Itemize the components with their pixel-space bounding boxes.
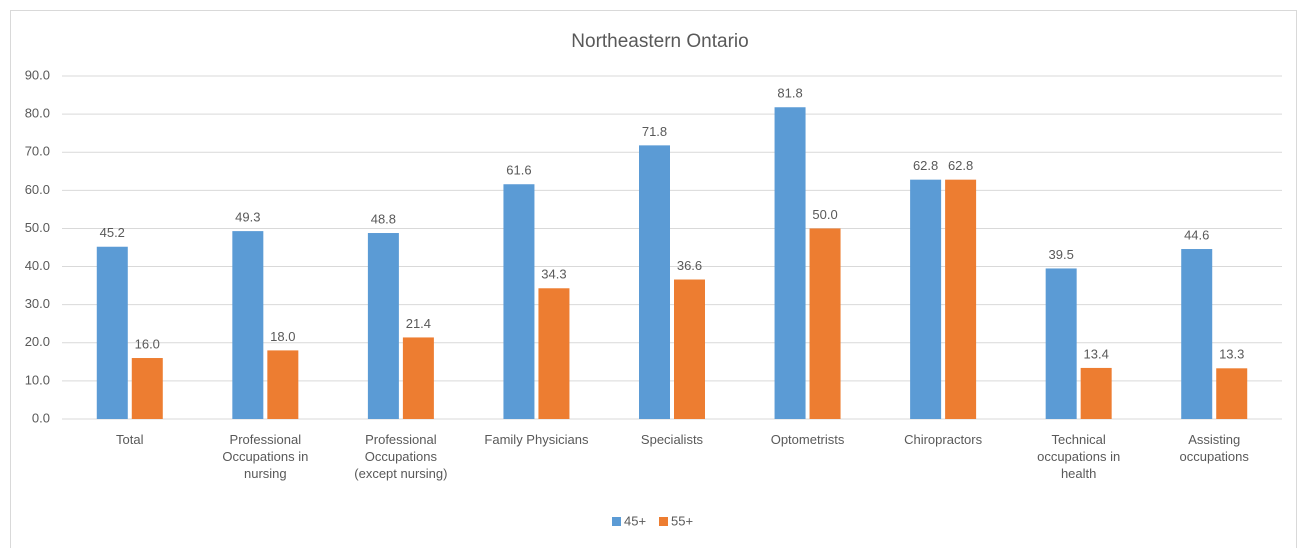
x-tick-label: Professional Occupations (except nursing… — [354, 432, 448, 481]
data-label: 36.6 — [677, 258, 702, 273]
legend-swatch — [659, 517, 668, 526]
data-label: 71.8 — [642, 124, 667, 139]
bar — [503, 184, 535, 419]
x-tick-label: Family Physicians — [484, 432, 589, 447]
bar — [538, 288, 570, 419]
x-tick-label: Assisting occupations — [1179, 432, 1249, 464]
data-label: 16.0 — [135, 336, 160, 351]
data-label: 45.2 — [100, 225, 125, 240]
chart-title: Northeastern Ontario — [571, 31, 748, 52]
y-tick-label: 80.0 — [25, 106, 50, 121]
data-label: 61.6 — [506, 163, 531, 178]
y-tick-label: 90.0 — [25, 67, 50, 82]
bar — [809, 228, 841, 419]
x-tick-label: Professional Occupations in nursing — [222, 432, 309, 481]
data-label: 48.8 — [371, 211, 396, 226]
bar — [1181, 249, 1213, 419]
x-tick-label: Total — [116, 432, 144, 447]
legend-swatch — [612, 517, 621, 526]
data-label: 62.8 — [913, 158, 938, 173]
bar — [131, 358, 163, 419]
data-label: 34.3 — [541, 267, 566, 282]
y-tick-label: 10.0 — [25, 372, 50, 387]
y-tick-label: 40.0 — [25, 258, 50, 273]
data-label: 18.0 — [270, 329, 295, 344]
bar — [232, 231, 264, 419]
data-label: 21.4 — [406, 316, 431, 331]
data-label: 44.6 — [1184, 227, 1209, 242]
x-tick-label: Technical occupations in health — [1037, 432, 1121, 481]
y-tick-label: 60.0 — [25, 182, 50, 197]
legend-label: 55+ — [671, 513, 693, 528]
bar — [1045, 268, 1077, 419]
y-tick-label: 30.0 — [25, 296, 50, 311]
bar — [1216, 368, 1248, 419]
data-label: 81.8 — [777, 86, 802, 101]
data-label: 50.0 — [812, 207, 837, 222]
data-label: 13.3 — [1219, 347, 1244, 362]
y-tick-label: 50.0 — [25, 220, 50, 235]
bar — [96, 246, 128, 419]
bar — [945, 179, 977, 419]
data-label: 62.8 — [948, 158, 973, 173]
y-tick-label: 70.0 — [25, 144, 50, 159]
bar — [267, 350, 299, 419]
data-label: 49.3 — [235, 210, 260, 225]
data-label: 39.5 — [1049, 247, 1074, 262]
bar — [910, 179, 942, 419]
bar — [774, 107, 806, 420]
bar — [1080, 367, 1112, 419]
x-tick-label: Specialists — [640, 432, 704, 447]
bar — [367, 233, 399, 419]
x-tick-label: Chiropractors — [904, 432, 983, 447]
data-label: 13.4 — [1084, 346, 1109, 361]
bar — [674, 279, 705, 419]
x-tick-label: Optometrists — [770, 432, 845, 447]
bar — [639, 145, 670, 419]
legend-label: 45+ — [624, 513, 646, 528]
bar — [402, 337, 434, 419]
y-tick-label: 0.0 — [32, 410, 50, 425]
y-tick-label: 20.0 — [25, 334, 50, 349]
